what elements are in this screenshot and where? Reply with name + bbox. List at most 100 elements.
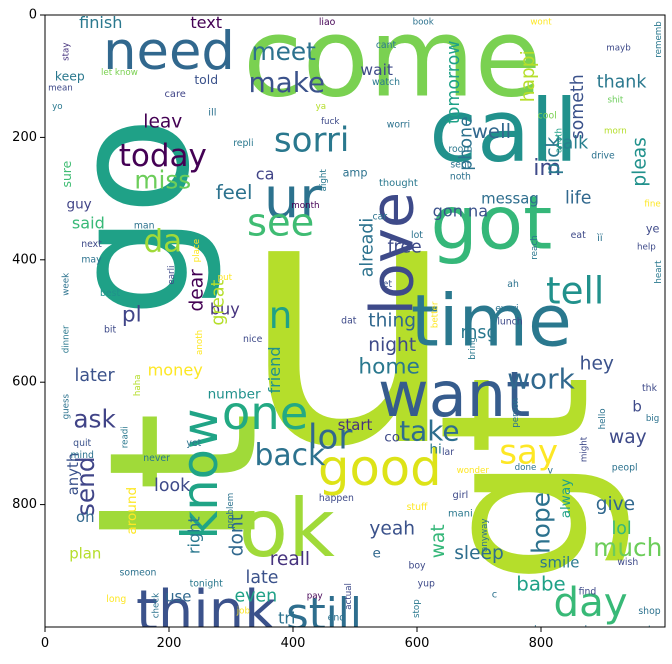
word-90: anyth xyxy=(64,453,82,496)
word-117: amp xyxy=(343,166,368,179)
word-160: guess xyxy=(62,393,72,419)
word-75: money xyxy=(148,360,204,379)
word-135: heart xyxy=(654,260,664,284)
word-72: great xyxy=(209,279,229,325)
word-60: free xyxy=(387,238,421,258)
word-178: yup xyxy=(418,579,435,590)
word-16: good xyxy=(318,439,442,497)
word-168: stuff xyxy=(407,502,428,513)
word-38: hope xyxy=(527,492,556,554)
word-12: love xyxy=(358,192,427,315)
word-52: happi xyxy=(518,50,539,102)
word-191: hello xyxy=(598,408,608,429)
word-184: lar xyxy=(442,447,454,458)
word-200: first xyxy=(628,643,647,654)
word-89: oh xyxy=(76,508,95,526)
word-188: v xyxy=(548,465,554,476)
word-58: gon na xyxy=(433,201,488,220)
word-20: tell xyxy=(546,268,604,312)
word-174: job xyxy=(236,607,251,617)
word-199: class xyxy=(580,625,602,635)
word-180: c xyxy=(492,590,497,601)
word-37: send xyxy=(71,456,100,516)
word-102: told xyxy=(194,72,218,87)
word-44: yeah xyxy=(369,519,415,540)
word-113: ya xyxy=(316,102,326,112)
word-88: plan xyxy=(69,545,101,563)
word-164: yet xyxy=(186,438,201,449)
word-47: im xyxy=(533,155,561,181)
word-189: might xyxy=(579,436,589,462)
word-173: pay xyxy=(307,591,323,601)
word-28: n xyxy=(269,293,293,337)
word-93: co xyxy=(384,429,400,445)
word-139: lot xyxy=(411,230,423,241)
word-123: noth xyxy=(450,172,471,183)
word-151: man xyxy=(134,221,155,232)
word-54: pleas xyxy=(630,137,651,187)
word-114: fuck xyxy=(321,117,339,127)
word-71: buy xyxy=(210,299,240,318)
word-22: lor xyxy=(308,417,353,457)
word-86: tri xyxy=(278,608,295,627)
word-63: leav xyxy=(143,112,182,133)
word-81: look xyxy=(154,476,191,496)
word-7: got xyxy=(430,180,552,267)
word-79: give xyxy=(596,494,635,515)
word-8: time xyxy=(411,280,572,363)
word-125: rememb xyxy=(654,21,664,58)
word-124: mayb xyxy=(606,44,631,54)
word-156: bit xyxy=(104,325,116,336)
y-tick-label-3: 600 xyxy=(12,375,37,390)
word-99: keep xyxy=(55,69,85,84)
word-195: find xyxy=(579,587,597,598)
word-84: even xyxy=(234,586,277,606)
word-55: pick xyxy=(543,137,564,175)
word-2: lt xyxy=(66,412,304,549)
word-190: peopl xyxy=(612,462,638,473)
word-146: dat xyxy=(341,316,357,327)
word-185: wonder xyxy=(457,466,490,476)
word-118: thought xyxy=(379,178,418,189)
word-80: lol xyxy=(611,519,631,539)
word-181: girl xyxy=(452,490,468,501)
word-74: later xyxy=(75,366,116,386)
word-68: said xyxy=(72,214,105,233)
word-9: want xyxy=(378,358,530,431)
word-82: right xyxy=(184,516,203,554)
word-136: eat xyxy=(571,230,586,241)
word-171: long xyxy=(106,594,126,605)
word-127: cool xyxy=(538,110,557,121)
word-5: ok xyxy=(239,482,335,576)
word-33: work xyxy=(507,363,575,396)
word-157: dinner xyxy=(62,325,72,353)
word-162: mind xyxy=(70,450,94,461)
word-110: wont xyxy=(530,17,552,27)
word-161: quit xyxy=(73,438,91,449)
word-32: ask xyxy=(73,404,116,433)
word-6: call xyxy=(429,81,578,182)
word-94: hi xyxy=(429,442,441,458)
word-97: number xyxy=(208,386,261,402)
word-192: thk xyxy=(642,383,658,394)
word-0: u xyxy=(239,119,459,523)
word-121: room xyxy=(448,144,472,155)
word-24: back xyxy=(254,438,326,473)
word-67: guy xyxy=(66,197,91,213)
word-18: day xyxy=(554,579,628,626)
word-3: come xyxy=(243,0,541,121)
word-4: go xyxy=(38,116,226,317)
word-23: say xyxy=(499,433,558,473)
word-59: alreadi xyxy=(357,218,377,277)
word-73: friend xyxy=(265,346,284,393)
word-56: life xyxy=(565,189,592,209)
y-tick-label-0: 0 xyxy=(29,8,37,23)
word-138: reach xyxy=(530,235,540,259)
word-51: phone xyxy=(457,116,477,170)
word-163: readi xyxy=(121,426,131,448)
word-1: gt xyxy=(397,375,635,585)
word-57: messag xyxy=(481,190,539,208)
word-196: shop xyxy=(638,606,660,617)
word-137: ìï xyxy=(596,232,603,244)
